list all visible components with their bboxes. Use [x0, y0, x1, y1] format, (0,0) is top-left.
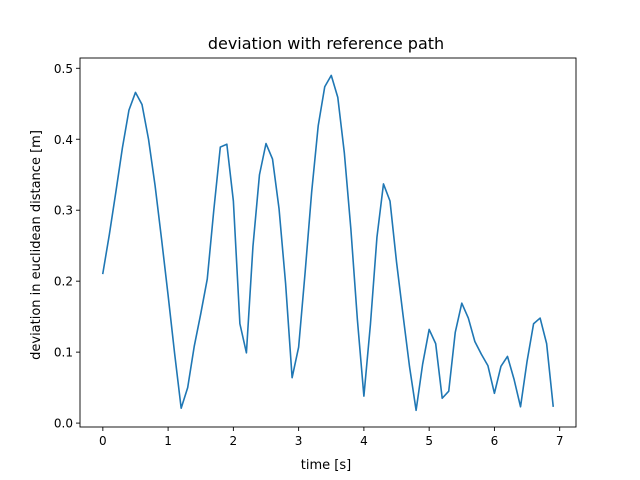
x-tick-label: 7	[556, 434, 564, 448]
x-tick-label: 3	[295, 434, 303, 448]
y-tick-label: 0.3	[54, 204, 73, 218]
x-tick-label: 5	[425, 434, 433, 448]
y-tick-label: 0.4	[54, 133, 73, 147]
x-tick-label: 2	[230, 434, 238, 448]
x-tick-label: 0	[99, 434, 107, 448]
y-tick-label: 0.1	[54, 346, 73, 360]
y-axis-label: deviation in euclidean distance [m]	[29, 130, 44, 360]
series-line-0	[101, 74, 555, 412]
axes-frame	[79, 57, 577, 428]
y-tick-label: 0.0	[54, 417, 73, 431]
plot-area: 0 1 2 3 4 5 6 7 0.0 0.1 0.2 0.3 0.4 0.5	[54, 57, 577, 448]
y-tick-label: 0.2	[54, 275, 73, 289]
chart-title: deviation with reference path	[208, 34, 444, 53]
x-tick-label: 4	[360, 434, 368, 448]
y-tick-label: 0.5	[54, 62, 73, 76]
x-tick-label: 6	[491, 434, 499, 448]
x-tick-label: 1	[164, 434, 172, 448]
x-axis-label: time [s]	[301, 458, 351, 473]
